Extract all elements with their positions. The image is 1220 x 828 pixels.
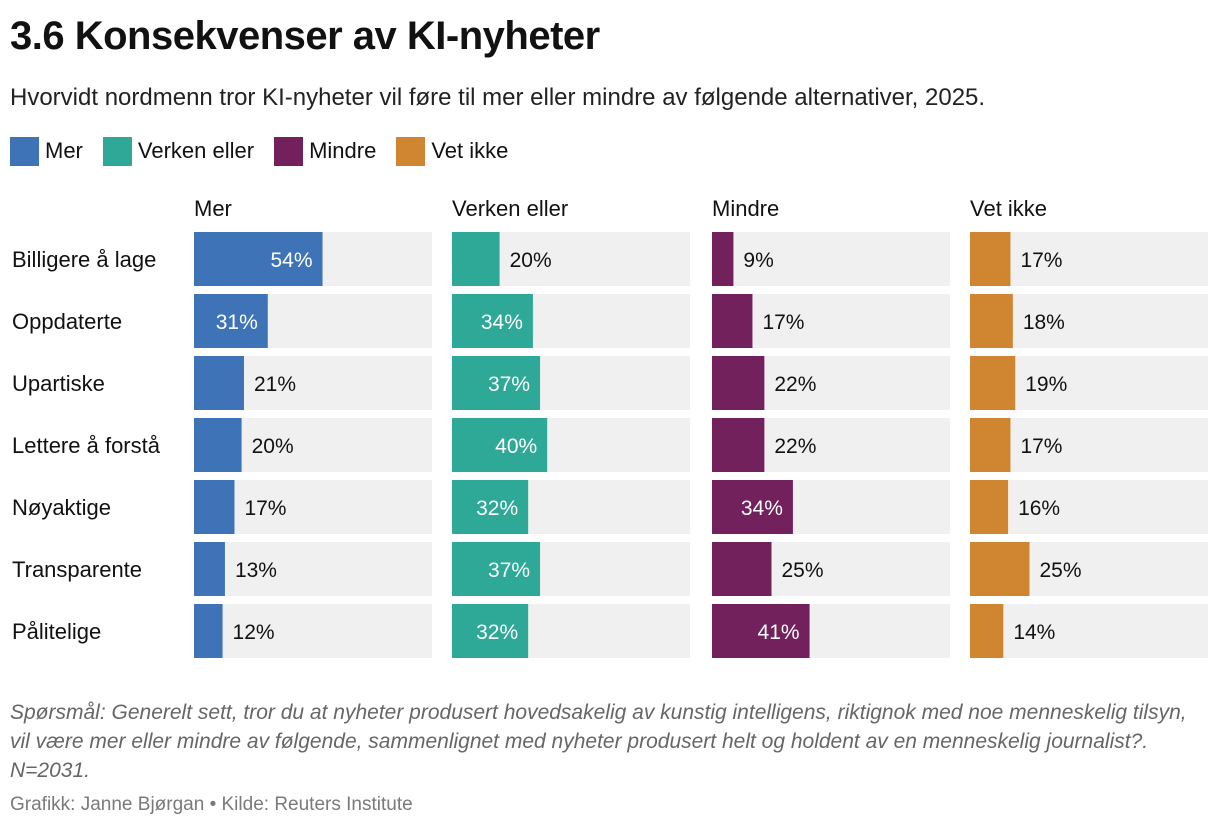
bar-verken-eller-upartiske (452, 356, 541, 410)
legend-item-mindre: Mindre (274, 136, 377, 166)
bar-mindre-upartiske (712, 356, 765, 410)
value-label-mindre-billigere-a-lage: 9% (743, 249, 773, 272)
value-label-mer-oppdaterte: 31% (216, 311, 258, 334)
value-label-vet-ikke-upartiske: 19% (1025, 373, 1067, 396)
bar-mindre-transparente (712, 542, 772, 596)
bar-track-vet-ikke-palitelige (970, 604, 1208, 658)
legend: Mer Verken eller Mindre Vet ikke (10, 136, 528, 166)
value-label-vet-ikke-lettere-a-forsta: 17% (1020, 435, 1062, 458)
panel-header-mindre: Mindre (712, 196, 779, 221)
value-label-verken-eller-noyaktige: 32% (476, 497, 518, 520)
value-label-mindre-transparente: 25% (782, 559, 824, 582)
bar-verken-eller-noyaktige (452, 480, 529, 534)
value-label-mindre-palitelige: 41% (758, 621, 800, 644)
value-label-vet-ikke-transparente: 25% (1040, 559, 1082, 582)
value-label-mindre-lettere-a-forsta: 22% (774, 435, 816, 458)
value-label-mer-lettere-a-forsta: 20% (252, 435, 294, 458)
category-label-transparente: Transparente (12, 557, 142, 582)
legend-swatch-vet-ikke (396, 136, 426, 166)
legend-item-mer: Mer (10, 136, 83, 166)
category-label-palitelige: Pålitelige (12, 619, 101, 644)
chart-subtitle: Hvorvidt nordmenn tror KI-nyheter vil fø… (10, 84, 986, 111)
panel-header-vet-ikke: Vet ikke (970, 196, 1047, 221)
bar-mer-lettere-a-forsta (194, 418, 242, 472)
bar-mindre-palitelige (712, 604, 810, 658)
value-label-mer-palitelige: 12% (233, 621, 275, 644)
question-note: Spørsmål: Generelt sett, tror du at nyhe… (10, 701, 1187, 782)
bar-verken-eller-palitelige (452, 604, 529, 658)
value-label-verken-eller-billigere-a-lage: 20% (510, 249, 552, 272)
value-label-verken-eller-oppdaterte: 34% (481, 311, 523, 334)
category-label-lettere-a-forsta: Lettere å forstå (12, 433, 161, 458)
value-label-mer-transparente: 13% (235, 559, 277, 582)
legend-item-verken-eller: Verken eller (102, 136, 255, 166)
bar-vet-ikke-transparente (970, 542, 1030, 596)
bar-verken-eller-oppdaterte (452, 294, 533, 348)
legend-label-vet-ikke: Vet ikke (431, 138, 509, 163)
value-label-vet-ikke-billigere-a-lage: 17% (1020, 249, 1062, 272)
legend-label-mindre: Mindre (309, 138, 377, 163)
bar-vet-ikke-oppdaterte (970, 294, 1013, 348)
bar-mindre-oppdaterte (712, 294, 753, 348)
bar-chart: Billigere å lage Oppdaterte Upartiske Lette… (12, 196, 1208, 658)
bar-mindre-noyaktige (712, 480, 793, 534)
legend-label-verken-eller: Verken eller (137, 138, 255, 163)
value-label-verken-eller-lettere-a-forsta: 40% (495, 435, 537, 458)
category-label-upartiske: Upartiske (12, 371, 105, 396)
bar-mindre-lettere-a-forsta (712, 418, 765, 472)
value-label-verken-eller-transparente: 37% (488, 559, 530, 582)
panel-header-mer: Mer (194, 196, 232, 221)
value-label-mindre-upartiske: 22% (774, 373, 816, 396)
bar-vet-ikke-lettere-a-forsta (970, 418, 1011, 472)
value-label-mindre-noyaktige: 34% (741, 497, 783, 520)
panel-header-verken-eller: Verken eller (452, 196, 568, 221)
bar-verken-eller-billigere-a-lage (452, 232, 500, 286)
value-label-mer-noyaktige: 17% (244, 497, 286, 520)
bar-mindre-billigere-a-lage (712, 232, 734, 286)
value-label-vet-ikke-palitelige: 14% (1013, 621, 1055, 644)
legend-label-mer: Mer (45, 138, 83, 163)
category-label-billigere-a-lage: Billigere å lage (12, 247, 156, 272)
bar-track-vet-ikke-noyaktige (970, 480, 1208, 534)
value-label-mindre-oppdaterte: 17% (762, 311, 804, 334)
value-label-vet-ikke-noyaktige: 16% (1018, 497, 1060, 520)
bar-mer-billigere-a-lage (194, 232, 323, 286)
legend-swatch-mindre (274, 136, 304, 166)
value-label-mer-billigere-a-lage: 54% (270, 249, 312, 272)
bar-mer-noyaktige (194, 480, 235, 534)
source-credit: Grafikk: Janne Bjørgan • Kilde: Reuters … (10, 794, 413, 815)
bar-mer-transparente (194, 542, 225, 596)
bar-vet-ikke-palitelige (970, 604, 1004, 658)
value-label-mer-upartiske: 21% (254, 373, 296, 396)
category-label-oppdaterte: Oppdaterte (12, 309, 122, 334)
bar-mer-palitelige (194, 604, 223, 658)
bar-track-mer-transparente (194, 542, 432, 596)
chart-title: 3.6 Konsekvenser av KI-nyheter (10, 14, 600, 58)
bar-vet-ikke-billigere-a-lage (970, 232, 1011, 286)
bar-mer-oppdaterte (194, 294, 268, 348)
value-label-vet-ikke-oppdaterte: 18% (1023, 311, 1065, 334)
bar-vet-ikke-noyaktige (970, 480, 1009, 534)
legend-swatch-verken-eller (102, 136, 132, 166)
value-label-verken-eller-palitelige: 32% (476, 621, 518, 644)
value-label-verken-eller-upartiske: 37% (488, 373, 530, 396)
bar-mer-upartiske (194, 356, 244, 410)
bar-track-mer-palitelige (194, 604, 432, 658)
bar-verken-eller-transparente (452, 542, 541, 596)
legend-swatch-mer (10, 136, 39, 166)
legend-item-vet-ikke: Vet ikke (396, 136, 509, 166)
bar-verken-eller-lettere-a-forsta (452, 418, 548, 472)
bar-vet-ikke-upartiske (970, 356, 1016, 410)
category-label-noyaktige: Nøyaktige (12, 495, 111, 520)
bar-track-mindre-billigere-a-lage (712, 232, 950, 286)
